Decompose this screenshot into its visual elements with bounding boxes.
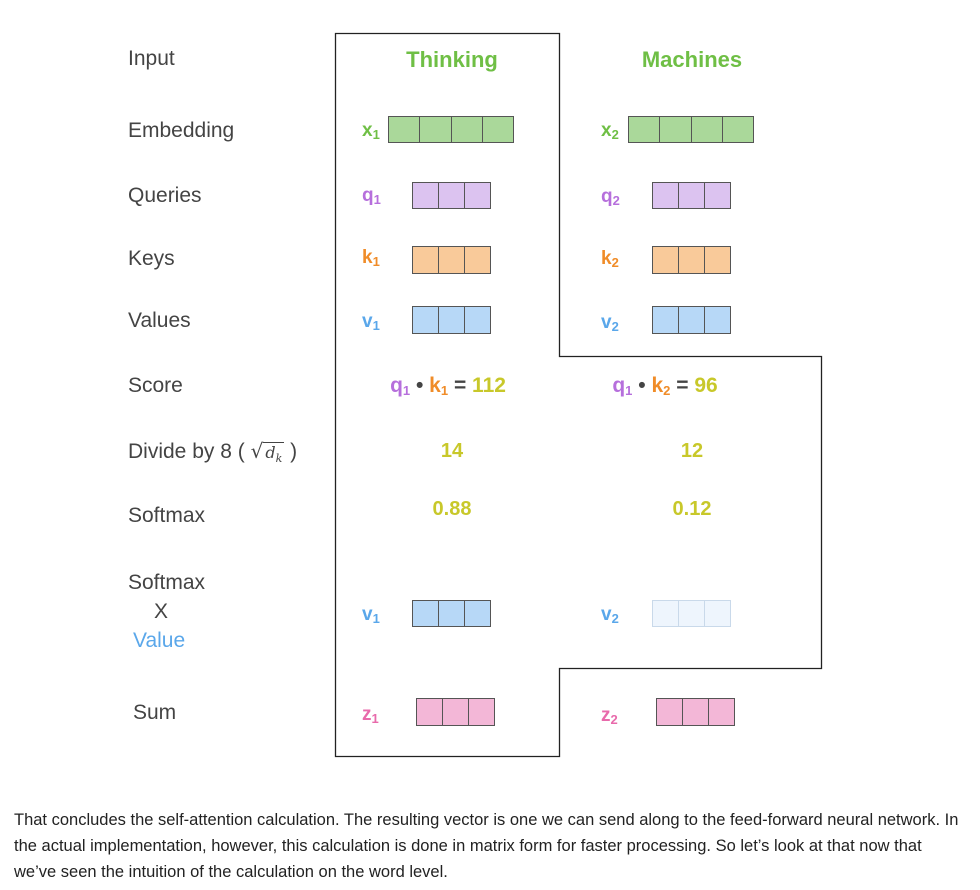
weighted-v1-label: v1 bbox=[362, 604, 380, 626]
query-q1-label: q1 bbox=[362, 185, 381, 207]
row-label-softmax: Softmax bbox=[128, 504, 206, 527]
row-label-input: Input bbox=[128, 47, 175, 70]
embedding-x2-label: x2 bbox=[601, 120, 619, 142]
key-k1-label: k1 bbox=[362, 247, 380, 269]
row-label-keys: Keys bbox=[128, 247, 175, 270]
score-thinking: q1 • k1 = 112 bbox=[390, 374, 506, 398]
sum-z2-vector bbox=[656, 698, 735, 726]
sqrt-k: k bbox=[275, 452, 283, 466]
caption-paragraph: That concludes the self-attention calcul… bbox=[14, 810, 959, 881]
weighted-v2-vector bbox=[652, 600, 731, 627]
softmax-thinking: 0.88 bbox=[432, 498, 472, 520]
word-machines: Machines bbox=[641, 47, 743, 72]
sum-z1-label: z1 bbox=[362, 704, 379, 726]
weighted-v1-vector bbox=[412, 600, 491, 627]
row-label-embedding: Embedding bbox=[128, 119, 235, 142]
embedding-x1-label: x1 bbox=[362, 120, 380, 142]
divided-thinking: 14 bbox=[440, 440, 464, 462]
softmax-machines: 0.12 bbox=[672, 498, 712, 520]
divide-text: Divide by 8 ( bbox=[128, 440, 245, 463]
score-machines: q1 • k2 = 96 bbox=[612, 374, 718, 398]
highlight-outline bbox=[334, 32, 823, 758]
row-label-softmax-x-3: Value bbox=[133, 629, 186, 652]
sqrt-dk-symbol: √ dk bbox=[250, 439, 285, 466]
divide-close: ) bbox=[290, 440, 298, 463]
value-v1-label: v1 bbox=[362, 311, 380, 333]
weighted-v2-label: v2 bbox=[601, 604, 619, 626]
query-q2-vector bbox=[652, 182, 731, 209]
row-label-queries: Queries bbox=[128, 184, 202, 207]
divided-machines: 12 bbox=[680, 440, 704, 462]
value-v2-label: v2 bbox=[601, 312, 619, 334]
row-label-values: Values bbox=[128, 309, 191, 332]
value-v1-vector bbox=[412, 306, 491, 334]
key-k2-label: k2 bbox=[601, 248, 619, 270]
row-label-softmax-x-1: Softmax bbox=[128, 571, 206, 594]
query-q1-vector bbox=[412, 182, 491, 209]
query-q2-label: q2 bbox=[601, 186, 620, 208]
value-v2-vector bbox=[652, 306, 731, 334]
key-k1-vector bbox=[412, 246, 491, 274]
row-label-sum: Sum bbox=[133, 701, 177, 724]
word-thinking: Thinking bbox=[406, 47, 498, 72]
embedding-x2-vector bbox=[628, 116, 754, 143]
embedding-x1-vector bbox=[388, 116, 514, 143]
sqrt-d: d bbox=[265, 443, 276, 462]
row-label-softmax-x-2: X bbox=[154, 600, 169, 623]
key-k2-vector bbox=[652, 246, 731, 274]
self-attention-diagram: Input Embedding Queries Keys Values Scor… bbox=[128, 32, 823, 758]
sum-z2-label: z2 bbox=[601, 705, 618, 727]
row-label-divide: Divide by 8 ( √ dk ) bbox=[128, 439, 297, 465]
row-label-score: Score bbox=[128, 374, 183, 397]
sum-z1-vector bbox=[416, 698, 495, 726]
